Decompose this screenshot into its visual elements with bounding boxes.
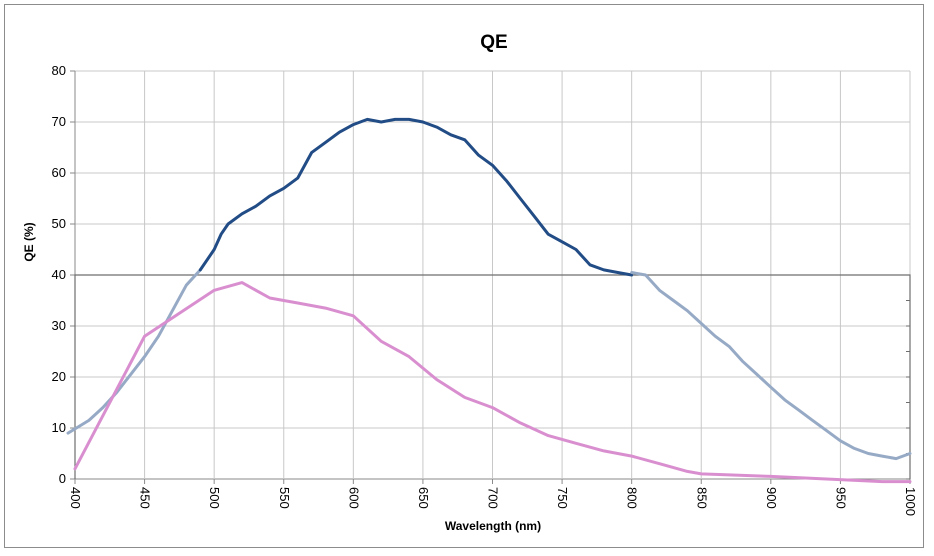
x-axis-label: Wavelength (nm) xyxy=(445,519,541,533)
x-tick-label: 400 xyxy=(68,487,83,509)
x-tick-label: 750 xyxy=(555,487,570,509)
x-tick-label: 850 xyxy=(694,487,709,509)
x-tick-label: 550 xyxy=(277,487,292,509)
y-tick-label: 60 xyxy=(52,165,66,180)
x-tick-label: 700 xyxy=(486,487,501,509)
grid-lines xyxy=(70,70,911,484)
y-tick-label: 50 xyxy=(52,216,66,231)
y-tick-label: 30 xyxy=(52,318,66,333)
chart-frame: 0 10 20 30 40 50 60 70 80 400 450 500 550 600 650 700 75… xyxy=(4,4,924,548)
x-tick-label: 650 xyxy=(416,487,431,509)
tick-labels: 0 10 20 30 40 50 60 70 80 400 450 500 550 600 650 700 75… xyxy=(52,63,918,516)
y-tick-label: 80 xyxy=(52,63,66,78)
y-tick-label: 70 xyxy=(52,114,66,129)
chart-title: QE xyxy=(480,32,507,53)
y-tick-label: 20 xyxy=(52,369,66,384)
qe-chart: 0 10 20 30 40 50 60 70 80 400 450 500 550 600 650 700 75… xyxy=(22,32,918,533)
x-tick-label: 600 xyxy=(346,487,361,509)
series-group xyxy=(66,117,912,484)
series-line-2 xyxy=(198,117,634,277)
series-line-3 xyxy=(630,271,912,461)
y-axis-label: QE (%) xyxy=(22,222,36,261)
x-tick-label: 450 xyxy=(138,487,153,509)
x-tick-label: 800 xyxy=(625,487,640,509)
series-line-4 xyxy=(73,281,912,484)
x-tick-label: 500 xyxy=(207,487,222,509)
y-tick-label: 0 xyxy=(59,471,66,486)
x-tick-label: 1000 xyxy=(903,487,918,516)
x-tick-label: 900 xyxy=(764,487,779,509)
y-tick-label: 10 xyxy=(52,420,66,435)
y-tick-label: 40 xyxy=(52,267,66,282)
x-tick-label: 950 xyxy=(833,487,848,509)
series-line-1 xyxy=(66,268,202,435)
